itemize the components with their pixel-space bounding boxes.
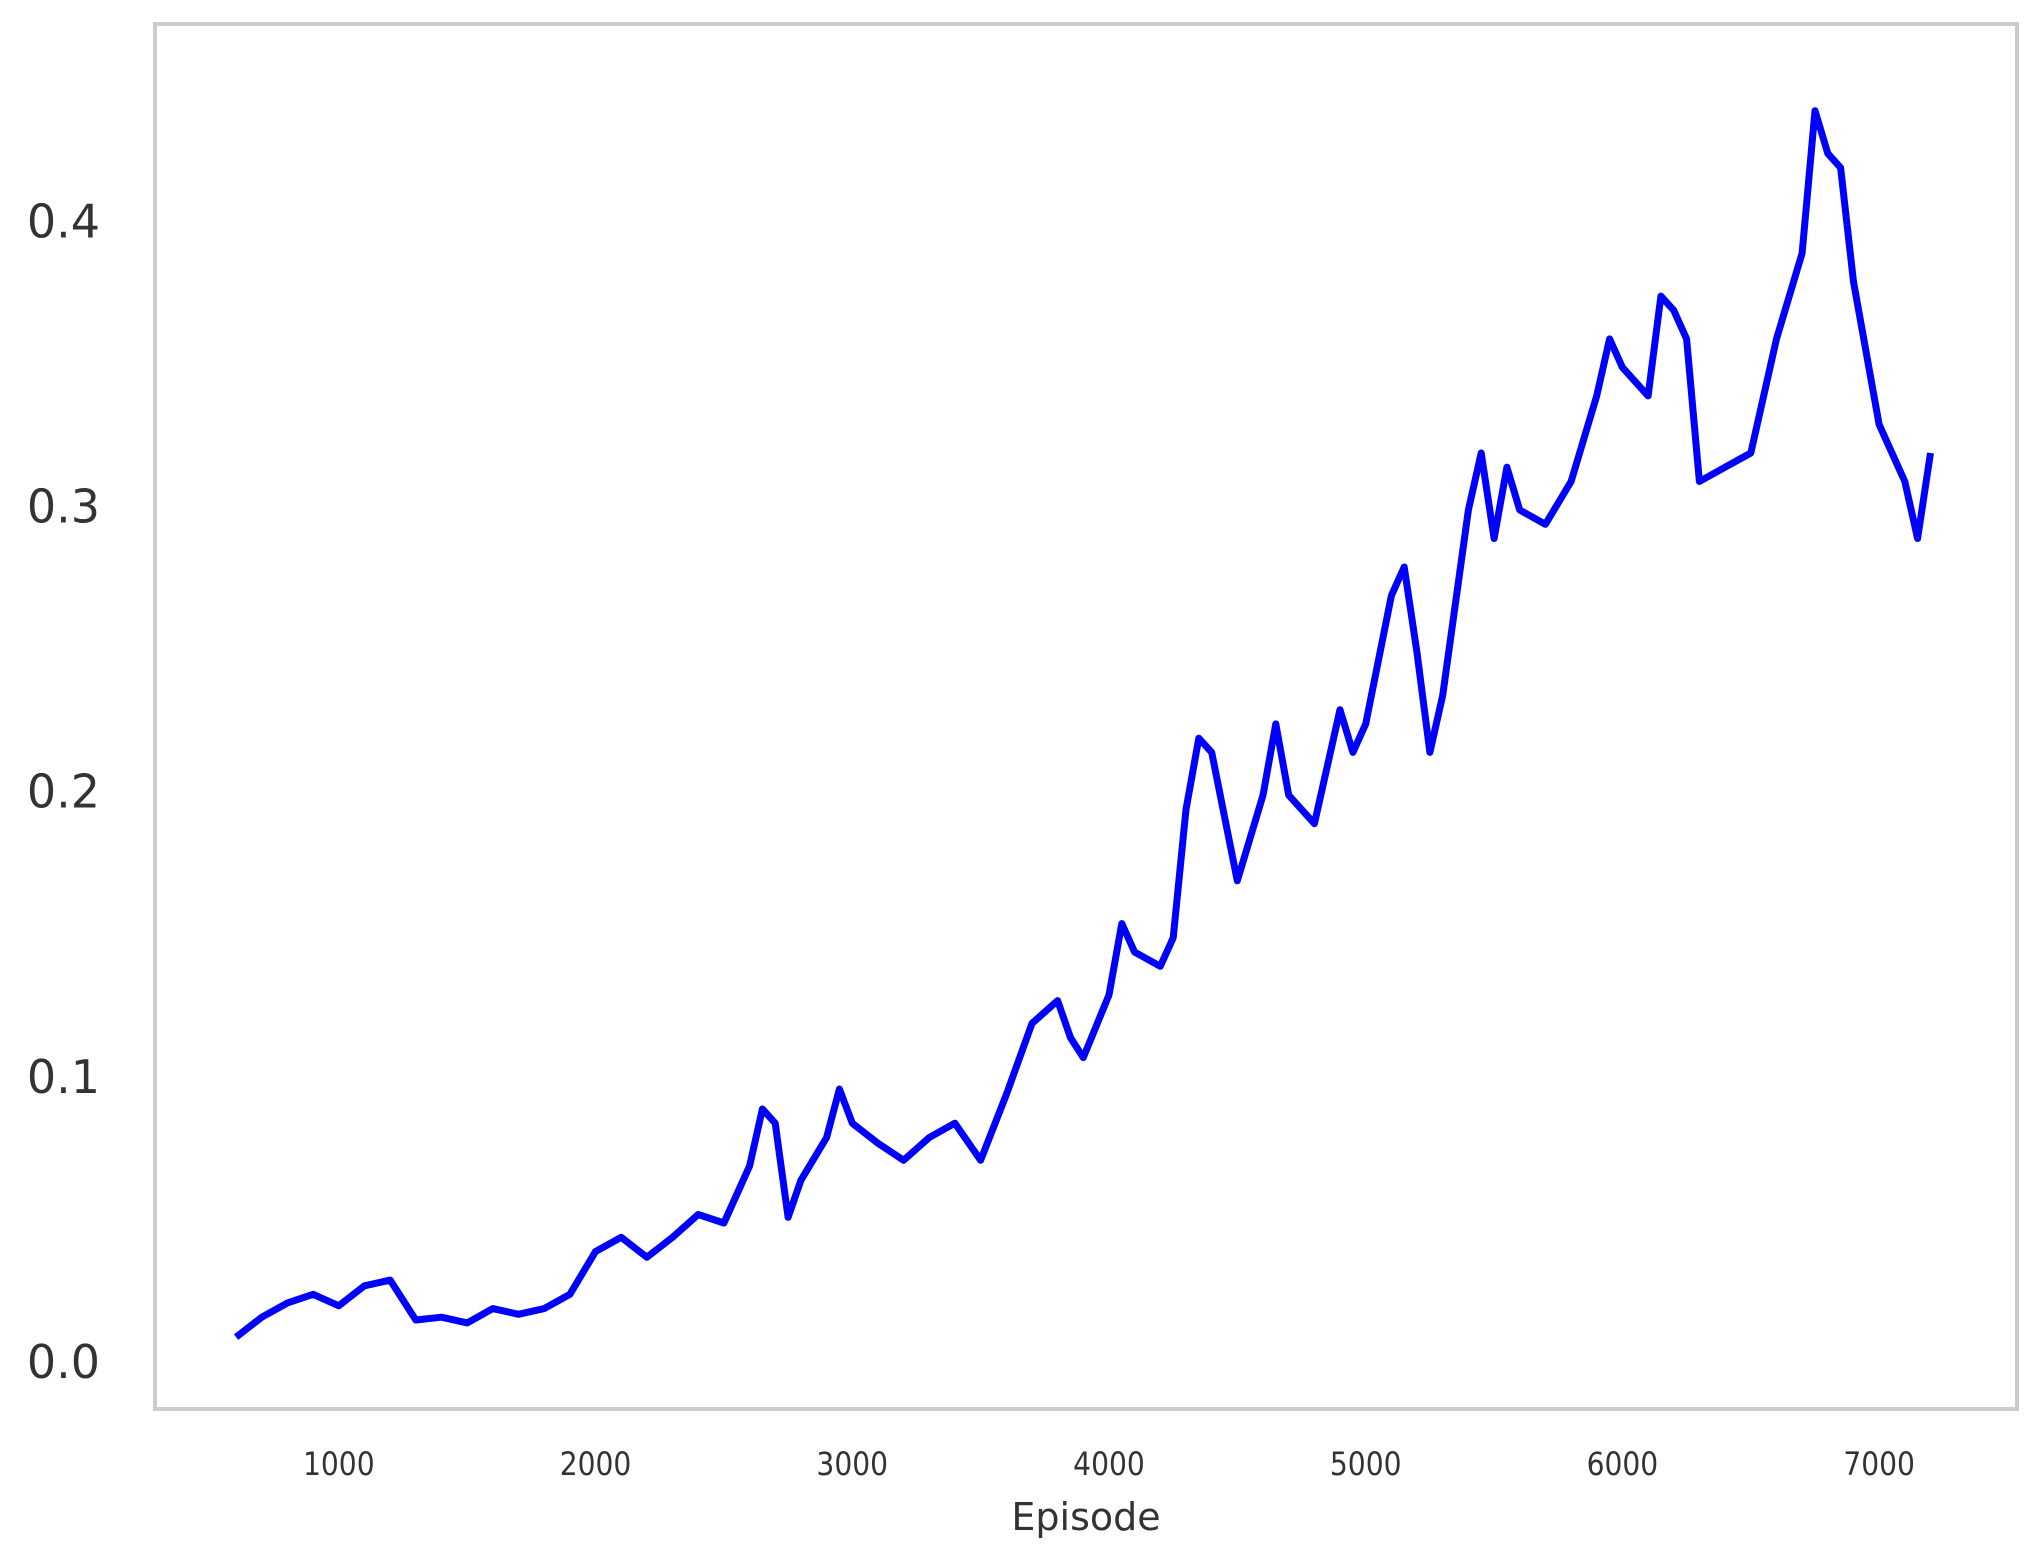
- x-axis-label: Episode: [1011, 1495, 1160, 1539]
- data-line: [233, 107, 1934, 1340]
- x-tick-label: 2000: [560, 1446, 632, 1483]
- x-tick-label: 6000: [1587, 1446, 1659, 1483]
- plot-frame: [153, 22, 2019, 1411]
- x-tick-label: 4000: [1073, 1446, 1145, 1483]
- y-tick-label: 0.2: [27, 765, 100, 819]
- y-tick-label: 0.1: [27, 1050, 100, 1104]
- x-tick-label: 1000: [303, 1446, 375, 1483]
- y-tick-label: 0.0: [27, 1335, 100, 1389]
- x-tick-label: 5000: [1330, 1446, 1402, 1483]
- y-tick-label: 0.3: [27, 480, 100, 534]
- x-tick-label: 7000: [1843, 1446, 1915, 1483]
- x-tick-label: 3000: [816, 1446, 888, 1483]
- y-tick-label: 0.4: [27, 194, 100, 248]
